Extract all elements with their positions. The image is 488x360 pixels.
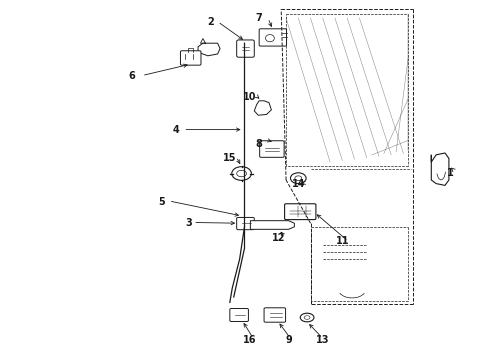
Ellipse shape (304, 316, 309, 319)
Text: 9: 9 (285, 335, 291, 345)
FancyBboxPatch shape (236, 217, 254, 230)
Polygon shape (254, 101, 271, 115)
Text: 1: 1 (446, 168, 452, 178)
Text: 14: 14 (291, 179, 305, 189)
Text: 4: 4 (172, 125, 179, 135)
Polygon shape (430, 153, 448, 185)
Text: 2: 2 (206, 17, 213, 27)
Text: 12: 12 (271, 233, 285, 243)
Text: 8: 8 (255, 139, 262, 149)
Ellipse shape (265, 35, 274, 42)
Text: 10: 10 (242, 92, 256, 102)
Ellipse shape (290, 173, 305, 184)
Text: 11: 11 (335, 236, 348, 246)
Text: 15: 15 (223, 153, 236, 163)
Ellipse shape (294, 176, 301, 180)
FancyBboxPatch shape (264, 308, 285, 322)
FancyBboxPatch shape (229, 309, 248, 321)
Polygon shape (198, 43, 220, 56)
Ellipse shape (231, 167, 251, 180)
Polygon shape (250, 221, 294, 229)
Text: 6: 6 (128, 71, 135, 81)
Ellipse shape (300, 313, 313, 322)
Text: 16: 16 (242, 335, 256, 345)
FancyBboxPatch shape (236, 40, 254, 57)
Text: 3: 3 (184, 218, 191, 228)
Text: 5: 5 (158, 197, 164, 207)
Ellipse shape (236, 170, 246, 177)
FancyBboxPatch shape (284, 204, 315, 220)
FancyBboxPatch shape (259, 29, 286, 46)
FancyBboxPatch shape (259, 141, 284, 157)
Text: 7: 7 (255, 13, 262, 23)
Text: 13: 13 (315, 335, 329, 345)
FancyBboxPatch shape (180, 51, 201, 65)
